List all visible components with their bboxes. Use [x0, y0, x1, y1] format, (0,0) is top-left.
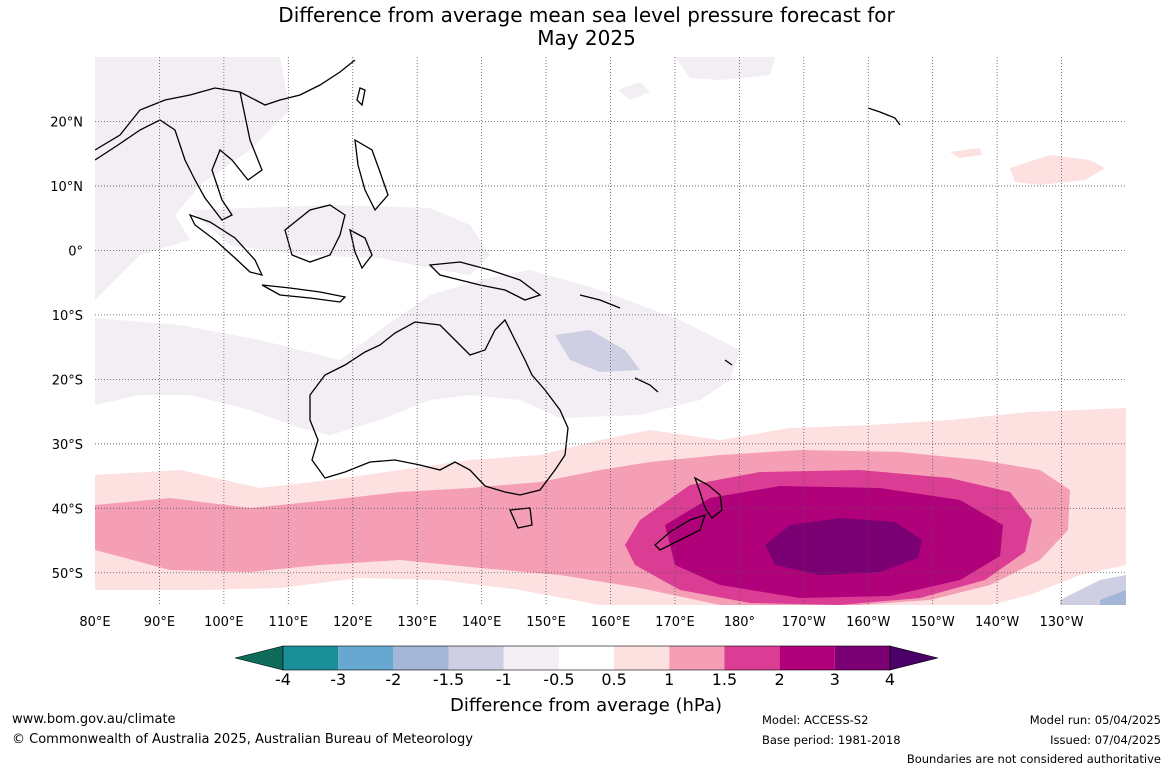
- latitude-label: 30°S: [52, 438, 83, 453]
- latitude-label: 10°N: [50, 180, 83, 195]
- longitude-labels: 80°E 90°E 100°E 110°E 120°E 130°E 140°E 150°E 16…: [79, 615, 1083, 630]
- colorbar-segment: [834, 646, 890, 670]
- fiji: [724, 359, 733, 366]
- colorbar-tick-label: 1.5: [711, 670, 738, 689]
- sumatra-outline: [188, 213, 264, 276]
- colorbar-segment: [614, 646, 670, 670]
- colorbar-tick-label: 1: [664, 670, 675, 689]
- new-guinea-outline: [428, 261, 542, 301]
- longitude-label: 140°W: [975, 615, 1019, 630]
- model-text: Model: ACCESS-S2: [762, 713, 869, 727]
- taiwan-outline: [356, 87, 366, 107]
- colorbar-tick-label: -1: [495, 670, 512, 689]
- longitude-label: 110°E: [269, 615, 309, 630]
- negative-anomaly-coral-sea: [95, 270, 740, 435]
- colorbar-segment: [393, 646, 449, 670]
- colorbar-segment: [503, 646, 559, 670]
- hawaii: [867, 107, 901, 126]
- new-caledonia: [634, 377, 659, 393]
- colorbar-segment: [558, 646, 615, 670]
- colorbar-title: Difference from average (hPa): [449, 695, 723, 716]
- colorbar-tick-label: -3: [330, 670, 347, 689]
- latitude-label: 50°S: [52, 567, 83, 582]
- colorbar-tick-label: 0.5: [601, 670, 627, 689]
- longitude-label: 100°E: [204, 615, 244, 630]
- latitude-label: 40°S: [52, 502, 83, 517]
- java-outline: [261, 284, 347, 303]
- latitude-label: 20°N: [50, 115, 83, 130]
- asia-mainland-outline: [95, 59, 356, 221]
- longitude-label: 140°E: [462, 615, 502, 630]
- colorbar: [234, 645, 939, 671]
- longitude-label: 170°W: [782, 615, 826, 630]
- website-text: www.bom.gov.au/climate: [12, 712, 176, 727]
- coastlines: [95, 59, 901, 551]
- colorbar-segment: [448, 646, 504, 670]
- graticule: [95, 57, 1126, 605]
- colorbar-frame: [282, 645, 891, 671]
- longitude-label: 170°E: [655, 615, 695, 630]
- copyright-text: © Commonwealth of Australia 2025, Austra…: [12, 732, 473, 747]
- colorbar-extend-low: [234, 645, 284, 671]
- colorbar-segment: [669, 646, 725, 670]
- colorbar-tick-label: -2: [385, 670, 402, 689]
- longitude-label: 130°W: [1039, 615, 1083, 630]
- longitude-label: 80°E: [79, 615, 110, 630]
- negative-anomaly-1-5: [555, 330, 640, 372]
- latitude-label: 20°S: [52, 373, 83, 388]
- issued-text: Issued: 07/04/2025: [1050, 733, 1161, 747]
- new-zealand-north-island: [693, 476, 723, 519]
- title-line-2: May 2025: [537, 26, 636, 50]
- negative-anomaly-south-east-2: [1100, 590, 1126, 605]
- longitude-label: 150°E: [526, 615, 566, 630]
- longitude-label: 130°E: [397, 615, 437, 630]
- colorbar-tick-label: 2: [774, 670, 785, 689]
- colorbar-segment: [283, 646, 339, 670]
- negative-anomaly-blob: [618, 82, 650, 100]
- longitude-label: 150°W: [911, 615, 955, 630]
- latitude-label: 0°: [68, 244, 83, 259]
- longitude-label: 90°E: [144, 615, 175, 630]
- tasmania-outline: [509, 507, 533, 529]
- title: Difference from average mean sea level p…: [0, 4, 1173, 50]
- longitude-label: 180°: [724, 615, 755, 630]
- longitude-label: 160°E: [591, 615, 631, 630]
- colorbar-segment: [338, 646, 394, 670]
- colorbar-segment: [724, 646, 780, 670]
- base-period-text: Base period: 1981-2018: [762, 733, 901, 747]
- negative-anomaly-pacific-north: [190, 205, 490, 275]
- philippines-outline: [354, 138, 389, 212]
- longitude-label: 160°W: [846, 615, 890, 630]
- model-run-text: Model run: 05/04/2025: [1029, 713, 1161, 727]
- colorbar-tick-label: -1.5: [432, 670, 465, 689]
- latitude-label: 10°S: [52, 309, 83, 324]
- positive-anomaly-small: [950, 148, 982, 158]
- title-line-1: Difference from average mean sea level p…: [278, 3, 895, 27]
- colorbar-segment: [779, 646, 835, 670]
- solomon-islands: [579, 294, 621, 309]
- colorbar-tick-label: 3: [829, 670, 840, 689]
- latitude-labels: 20°N 10°N 0° 10°S 20°S 30°S 40°S 50°S: [50, 115, 83, 581]
- colorbar-tick-label: 4: [884, 670, 896, 689]
- positive-anomaly-north-east: [1010, 155, 1105, 185]
- negative-anomaly-small-north: [675, 57, 775, 80]
- colorbar-tick-label: -0.5: [543, 670, 575, 689]
- colorbar-tick-label: -4: [275, 670, 291, 689]
- new-zealand-south-island: [654, 513, 707, 551]
- disclaimer-text: Boundaries are not considered authoritat…: [906, 752, 1161, 766]
- australia-outline: [309, 318, 569, 496]
- borneo-outline: [284, 204, 346, 263]
- colorbar-extend-high: [889, 645, 939, 671]
- negative-anomaly-asia: [95, 57, 290, 300]
- longitude-label: 120°E: [333, 615, 373, 630]
- sulawesi-outline: [349, 228, 373, 270]
- positive-anomaly-3: [765, 518, 922, 575]
